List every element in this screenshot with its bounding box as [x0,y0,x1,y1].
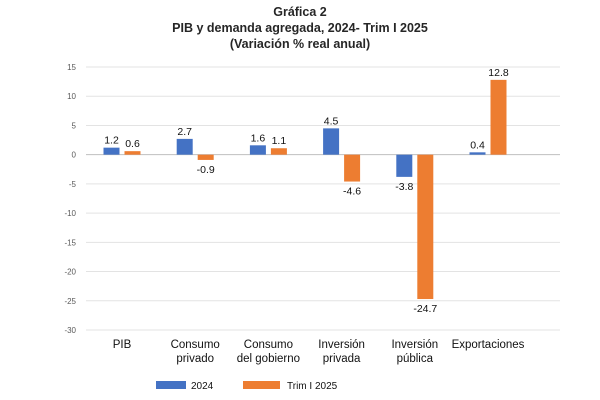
y-tick-label: 5 [72,121,77,130]
bars [103,79,507,300]
category-labels: PIB Consumo privado Consumo del gobierno Inve… [113,339,525,365]
data-label: -3.8 [395,181,413,193]
bar-trim-i-2025 [124,151,141,155]
data-label: 0.6 [125,138,140,150]
legend-swatch-2024 [156,381,186,389]
bar-2024 [396,154,413,177]
bar-2024 [176,138,193,155]
bar-trim-i-2025 [490,79,507,155]
y-tick-label: -20 [64,268,76,277]
bar-trim-i-2025 [270,148,287,155]
bar-trim-i-2025 [417,154,434,300]
bar-trim-i-2025 [197,154,214,160]
category-label: Exportaciones [452,339,525,351]
data-label: -4.6 [343,186,361,198]
bar-2024 [323,128,340,155]
y-tick-label: 0 [72,151,77,160]
y-tick-label: 15 [67,63,76,72]
gridlines [86,66,560,331]
y-tick-label: -5 [69,180,77,189]
category-label: del gobierno [237,353,300,365]
y-axis-ticks: 15 10 5 0 -5 -10 -15 -20 -25 -30 [64,63,76,335]
bar-2024 [103,147,120,155]
y-tick-label: -15 [64,238,76,247]
category-label: PIB [113,339,132,351]
legend-label: Trim I 2025 [287,381,338,392]
category-label: Inversión [391,339,438,351]
chart-subtitle-units: (Variación % real anual) [229,37,371,51]
legend-swatch-trim-i-2025 [243,381,280,389]
legend-label: 2024 [191,381,214,392]
y-tick-label: -25 [64,297,76,306]
data-label: -0.9 [197,164,215,176]
data-label: 1.1 [272,135,287,147]
data-labels: 1.2 0.6 2.7 -0.9 1.6 1.1 4.5 -4.6 -3.8 -24.7 0.4 12… [104,67,509,315]
category-label: Consumo [171,339,220,351]
category-label: privada [323,353,361,365]
y-tick-label: -10 [64,209,76,218]
chart-title: Gráfica 2 [273,5,327,19]
category-label: Inversión [318,339,365,351]
data-label: 1.6 [251,132,266,144]
legend: 2024 Trim I 2025 [156,381,338,392]
data-label: 1.2 [104,135,119,147]
bar-trim-i-2025 [344,154,361,182]
data-label: 12.8 [488,67,509,79]
data-label: 2.7 [177,126,192,138]
bar-2024 [469,152,486,155]
category-label: privado [176,353,214,365]
bar-2024 [249,145,266,155]
category-label: pública [397,353,434,365]
y-tick-label: -30 [64,326,76,335]
category-label: Consumo [244,339,293,351]
y-tick-label: 10 [67,92,76,101]
chart-subtitle: PIB y demanda agregada, 2024- Trim I 202… [172,21,428,35]
data-label: -24.7 [413,303,437,315]
data-label: 0.4 [470,139,485,151]
data-label: 4.5 [324,115,339,127]
